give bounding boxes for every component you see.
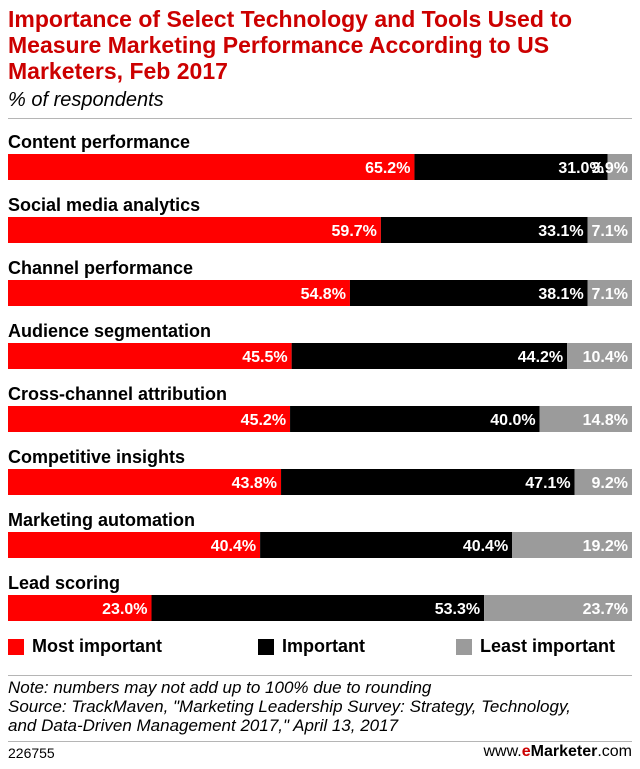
value-label-audience-segmentation-most-important: 45.5% [242,349,287,366]
brand-name: Marketer [530,743,598,760]
bar-channel-performance-most-important [8,280,350,306]
value-label-audience-segmentation-least-important: 10.4% [583,349,628,366]
legend-item-important: Important [258,636,365,657]
chart-id: 226755 [8,745,55,761]
category-label-channel-performance: Channel performance [8,258,193,278]
bar-cross-channel-attribution-most-important [8,406,291,432]
bar-lead-scoring-important [151,595,485,621]
category-label-content-performance: Content performance [8,132,190,152]
value-label-marketing-automation-important: 40.4% [463,538,508,555]
legend-label-least-important: Least important [480,636,616,656]
bar-marketing-automation-least-important [512,532,632,558]
brand-suffix: .com [597,743,632,760]
bar-social-media-analytics-important [380,217,588,243]
brand-e: e [521,743,531,760]
legend-swatch-most-important [8,638,24,655]
bar-social-media-analytics-least-important [587,217,632,243]
bar-lead-scoring-least-important [484,595,632,621]
value-label-marketing-automation-least-important: 19.2% [583,538,628,555]
value-label-content-performance-least-important: 3.9% [592,160,628,177]
bar-audience-segmentation-least-important [567,343,632,369]
value-label-social-media-analytics-important: 33.1% [538,223,583,240]
legend-swatch-least-important [456,638,472,655]
notes: Note: numbers may not add up to 100% due… [8,678,632,735]
value-label-competitive-insights-important: 47.1% [525,475,570,492]
category-label-competitive-insights: Competitive insights [8,447,185,467]
value-label-competitive-insights-least-important: 9.2% [592,475,628,492]
legend-item-most-important: Most important [8,636,162,657]
value-label-channel-performance-least-important: 7.1% [592,286,628,303]
category-label-audience-segmentation: Audience segmentation [8,321,211,341]
value-label-social-media-analytics-most-important: 59.7% [332,223,377,240]
chart-subtitle: % of respondents [8,89,164,111]
value-label-marketing-automation-most-important: 40.4% [211,538,256,555]
bar-audience-segmentation-important [291,343,568,369]
bar-audience-segmentation-most-important [8,343,292,369]
bar-marketing-automation-most-important [8,532,261,558]
value-label-lead-scoring-important: 53.3% [435,601,480,618]
bar-lead-scoring-most-important [8,595,152,621]
bar-social-media-analytics-most-important [8,217,381,243]
legend-item-least-important: Least important [456,636,615,657]
value-label-cross-channel-attribution-important: 40.0% [490,412,535,429]
emarketer-logo: www.eMarketer.com [483,743,632,761]
bar-content-performance-important [414,154,608,180]
source-text-line-2: and Data-Driven Management 2017," April … [8,716,399,735]
footer-divider [8,741,632,742]
value-label-lead-scoring-most-important: 23.0% [102,601,147,618]
notes-divider [8,675,632,676]
bar-content-performance-least-important [607,154,632,180]
value-label-content-performance-most-important: 65.2% [365,160,410,177]
category-label-marketing-automation: Marketing automation [8,510,195,530]
value-label-cross-channel-attribution-least-important: 14.8% [583,412,628,429]
legend-label-most-important: Most important [32,636,162,656]
stacked-bar-chart: Content performance 65.2% 31.0%3.9% Social … [8,132,632,621]
category-label-social-media-analytics: Social media analytics [8,195,200,215]
bar-content-performance-most-important [8,154,415,180]
legend-swatch-important [258,638,274,655]
top-divider [8,118,632,119]
category-label-cross-channel-attribution: Cross-channel attribution [8,384,227,404]
bar-channel-performance-important [349,280,588,306]
chart-title: Importance of Select Technology and Tool… [8,6,572,84]
brand-prefix: www. [483,743,522,760]
value-label-lead-scoring-least-important: 23.7% [583,601,628,618]
source-text-line-1: Source: TrackMaven, "Marketing Leadershi… [8,697,571,716]
value-label-cross-channel-attribution-most-important: 45.2% [241,412,286,429]
bar-cross-channel-attribution-least-important [539,406,632,432]
note-text: Note: numbers may not add up to 100% due… [8,678,432,697]
legend-label-important: Important [282,636,365,656]
bar-competitive-insights-least-important [574,469,632,495]
legend: Most important Important Least important [8,636,632,662]
bar-marketing-automation-important [260,532,513,558]
bar-channel-performance-least-important [587,280,632,306]
value-label-social-media-analytics-least-important: 7.1% [592,223,628,240]
category-label-lead-scoring: Lead scoring [8,573,120,593]
bar-cross-channel-attribution-important [290,406,540,432]
value-label-content-performance-important: 31.0% [558,160,603,177]
value-label-competitive-insights-most-important: 43.8% [232,475,277,492]
value-label-channel-performance-important: 38.1% [538,286,583,303]
value-label-audience-segmentation-important: 44.2% [518,349,563,366]
bar-competitive-insights-important [281,469,575,495]
value-label-channel-performance-most-important: 54.8% [301,286,346,303]
bar-competitive-insights-most-important [8,469,282,495]
